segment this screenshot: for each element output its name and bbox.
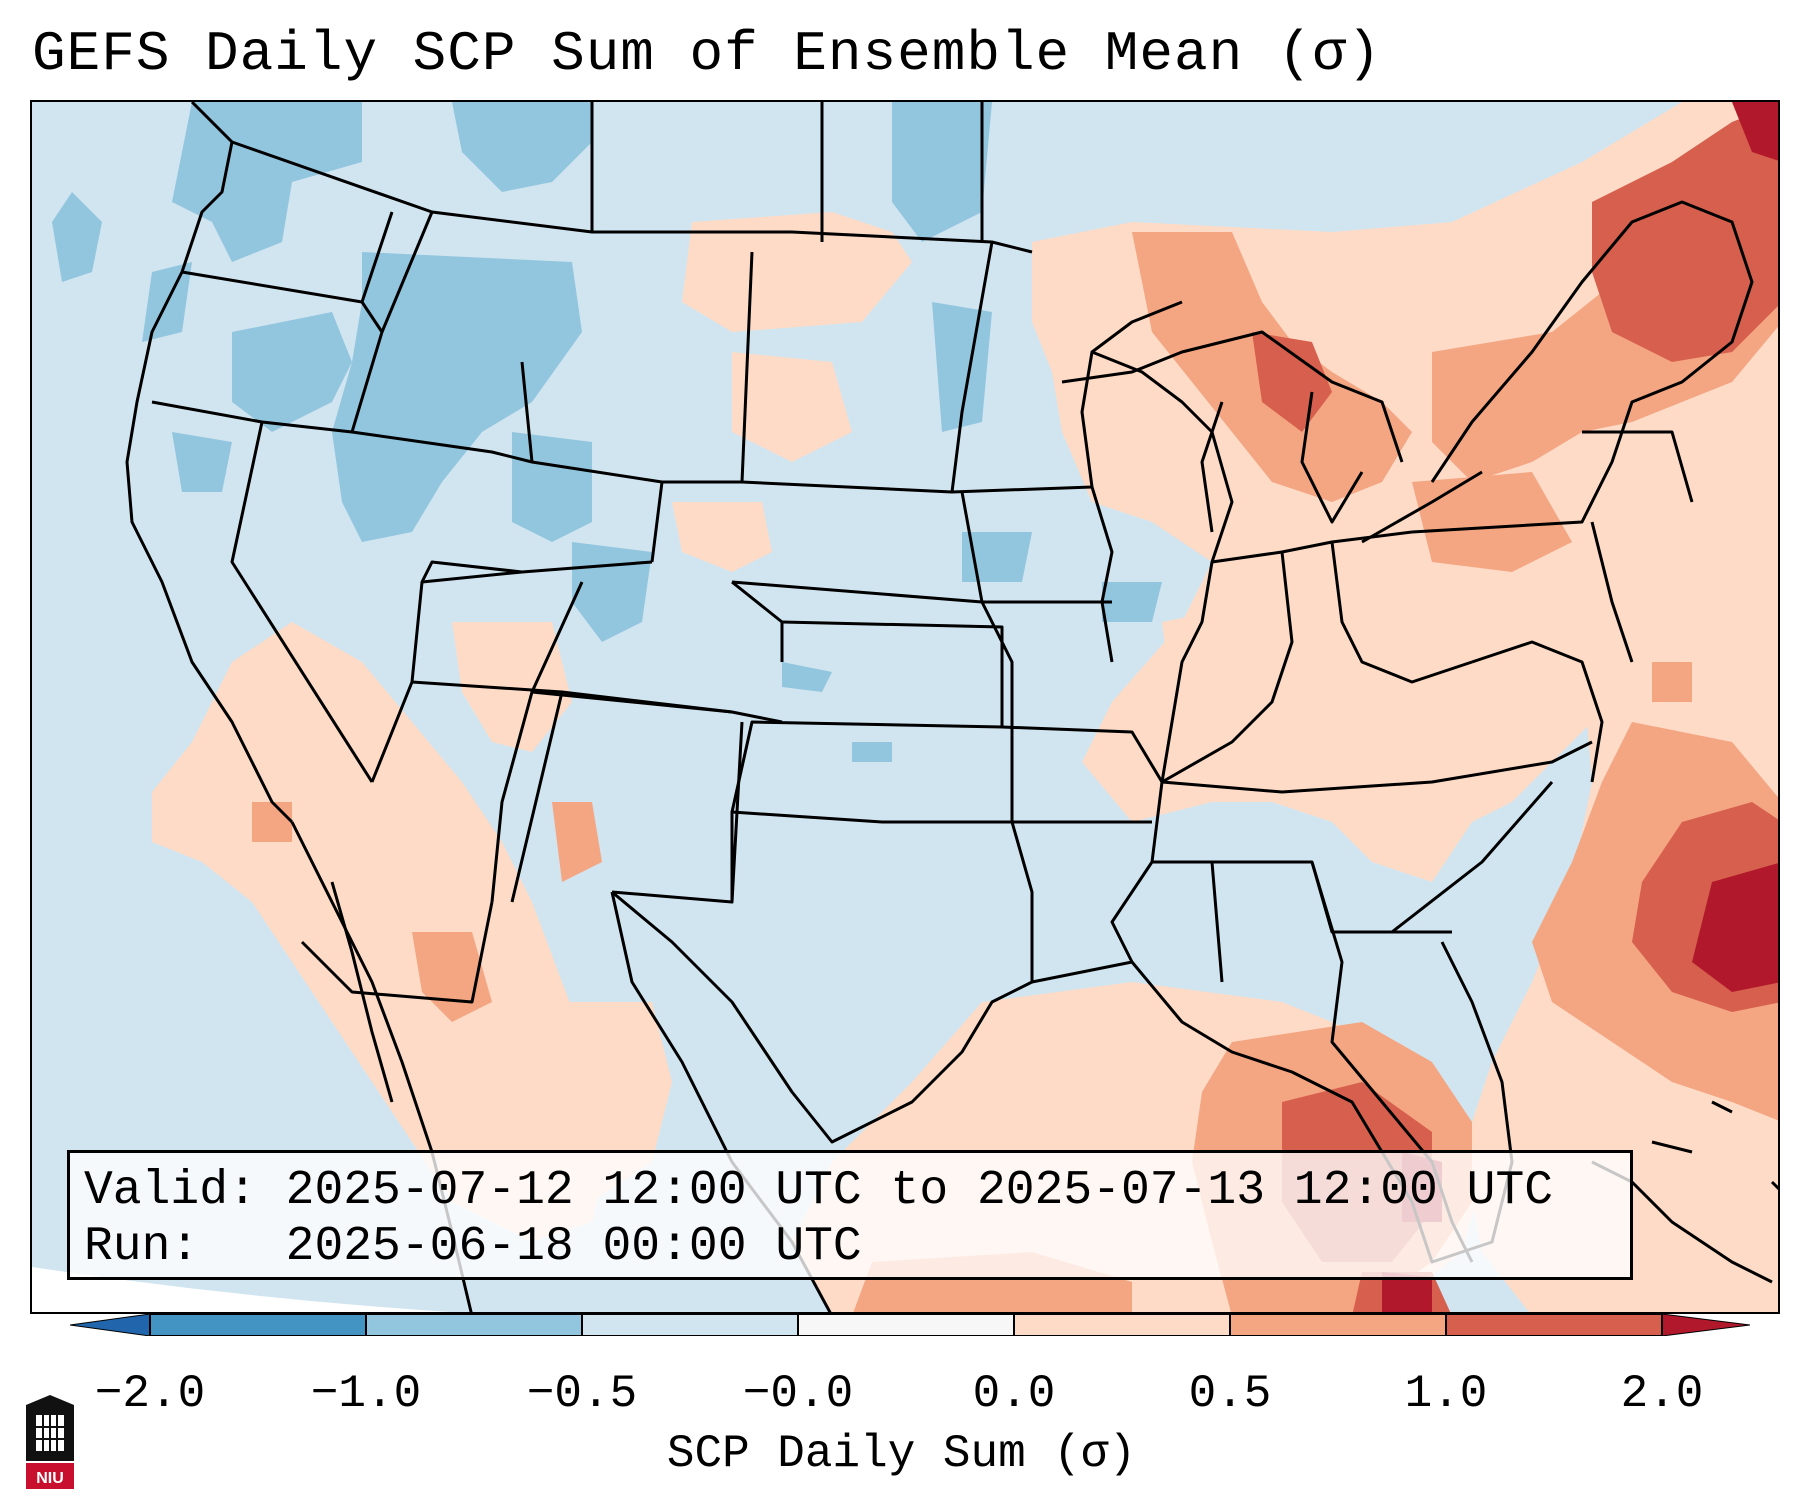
- run-label: Run:: [84, 1220, 200, 1274]
- colorbar-segment: [582, 1314, 798, 1336]
- run-line: Run: 2025-06-18 00:00 UTC: [84, 1219, 1616, 1275]
- colorbar-tick: −0.0: [742, 1368, 854, 1420]
- colorbar-tick: −0.5: [526, 1368, 638, 1420]
- negative-anomaly-patches: [52, 102, 1162, 762]
- colorbar-segment: [150, 1314, 366, 1336]
- colorbar-extend-max: [1661, 1314, 1750, 1336]
- colorbar-extend-min: [70, 1314, 151, 1336]
- colorbar-segment: [1446, 1314, 1662, 1336]
- state-borders: [125, 102, 1778, 1312]
- colorbar-tick: 2.0: [1620, 1368, 1704, 1420]
- colorbar-segment: [1230, 1314, 1446, 1336]
- colorbar-tick: −1.0: [310, 1368, 422, 1420]
- map-panel[interactable]: [30, 100, 1780, 1314]
- projection-edge: [32, 1267, 450, 1312]
- colorbar-tick: 0.5: [1188, 1368, 1272, 1420]
- scp-field-map: [32, 102, 1778, 1312]
- valid-line: Valid: 2025-07-12 12:00 UTC to 2025-07-1…: [84, 1163, 1616, 1219]
- university-seal-icon: NIU: [26, 1395, 74, 1489]
- colorbar-tick: 0.0: [972, 1368, 1056, 1420]
- colorbar-tick: −2.0: [94, 1368, 206, 1420]
- colorbar-segment: [1014, 1314, 1230, 1336]
- valid-time: 2025-07-12 12:00 UTC to 2025-07-13 12:00…: [285, 1164, 1554, 1218]
- colorbar-tick: 1.0: [1404, 1368, 1488, 1420]
- colorbar: [70, 1314, 1750, 1336]
- run-time: 2025-06-18 00:00 UTC: [285, 1220, 862, 1274]
- colorbar-segment: [366, 1314, 582, 1336]
- colorbar-segment: [798, 1314, 1014, 1336]
- colorbar-label: SCP Daily Sum (σ): [666, 1428, 1137, 1480]
- logo-text: NIU: [36, 1470, 64, 1487]
- valid-run-info-box: Valid: 2025-07-12 12:00 UTC to 2025-07-1…: [67, 1150, 1633, 1280]
- map-title: GEFS Daily SCP Sum of Ensemble Mean (σ): [32, 22, 1382, 86]
- valid-label: Valid:: [84, 1164, 257, 1218]
